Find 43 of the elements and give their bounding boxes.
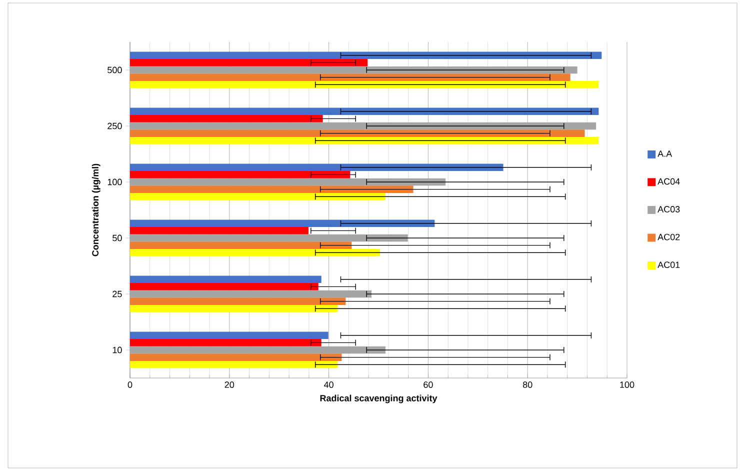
x-tick-label: 0 [128,382,132,388]
bar [130,248,380,256]
bar [130,242,352,249]
bar [130,74,570,81]
bar [130,304,338,312]
bar [130,80,599,88]
bar [130,186,414,193]
x-tick-label: 60 [424,382,433,388]
bar [130,354,342,361]
bar [130,192,386,200]
bar [130,339,322,346]
bar [130,332,328,340]
legend-label: AC04 [658,178,680,185]
bar [130,59,368,66]
y-tick-label: 25 [112,290,122,298]
bar [130,52,602,60]
bar [130,227,308,234]
y-tick-label: 50 [112,234,122,242]
y-axis-title: Concentration (µg/ml) [92,164,100,256]
y-tick-label: 10 [112,346,122,354]
x-axis-title: Radical scavenging activity [320,394,438,404]
bar [130,276,322,284]
bar [130,220,435,228]
legend-label: AC03 [658,206,680,212]
legend-label: AC01 [658,262,680,268]
y-tick-label: 100 [108,178,122,186]
bar [130,360,338,368]
x-tick-label: 100 [620,382,634,388]
x-tick-label: 20 [224,382,234,388]
x-tick-label: 80 [522,382,532,388]
bar [130,164,504,172]
legend-label: A.A [658,150,672,157]
bar [130,171,350,178]
bar [130,108,599,116]
x-tick-label: 40 [324,382,334,388]
bar [130,115,323,122]
bar [130,298,346,305]
y-tick-label: 250 [108,122,122,130]
bar [130,130,585,137]
bar [130,136,599,144]
legend-label: AC02 [658,234,680,240]
y-tick-label: 500 [108,66,122,74]
bar [130,283,318,290]
